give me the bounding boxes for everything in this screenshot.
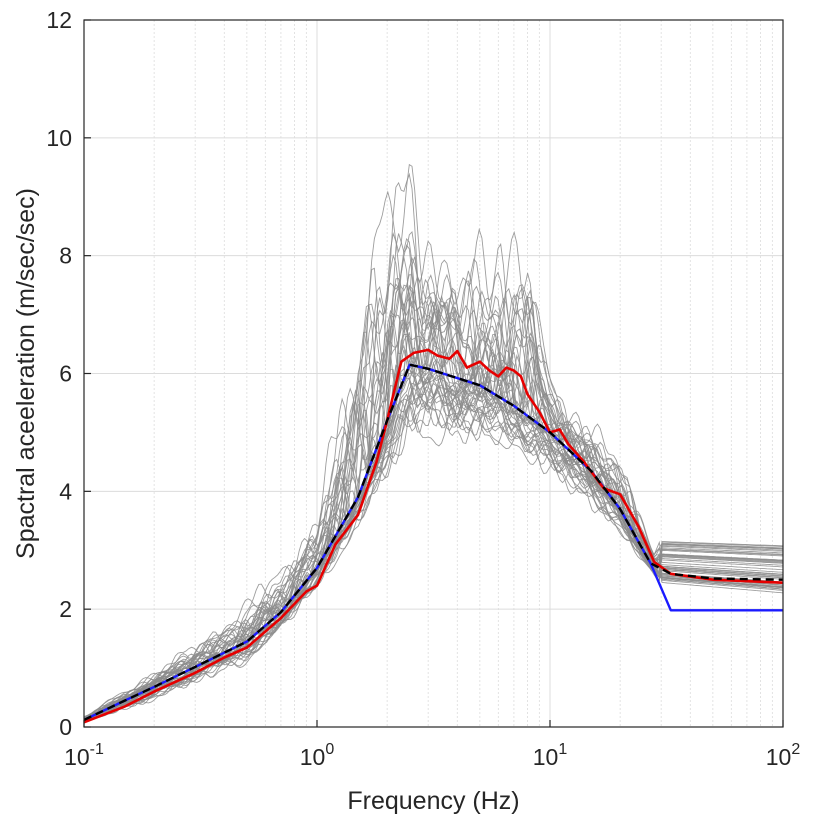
x-tick-label: 100 (300, 741, 335, 770)
record-spectrum-line (83, 374, 784, 722)
series-lines (83, 348, 784, 724)
tick-labels: 0 2 4 6 8 10 12 10-1 100 101 102 (46, 7, 800, 770)
record-spectrum-line (83, 287, 784, 721)
x-axis-title: Frequency (Hz) (347, 787, 519, 815)
y-tick-label: 8 (59, 243, 72, 269)
y-tick-label: 0 (59, 714, 72, 740)
x-tick-label: 101 (533, 741, 568, 770)
y-tick-label: 2 (59, 596, 72, 622)
axes-frame (83, 19, 784, 728)
x-tick-label: 102 (766, 741, 801, 770)
x-tick-label: 10-1 (64, 741, 104, 770)
record-spectrum-line (83, 259, 784, 719)
dashed-spectrum-line (83, 363, 784, 721)
record-spectrum-line (83, 274, 784, 721)
y-tick-label: 12 (46, 7, 72, 33)
y-tick-label: 6 (59, 361, 72, 387)
record-spectrum-line (83, 242, 784, 718)
record-spectrum-line (83, 244, 784, 719)
y-tick-label: 10 (46, 125, 72, 151)
record-spectrum-line (83, 394, 784, 724)
y-tick-label: 4 (59, 478, 72, 504)
y-axis-title: Spactral aceeleration (m/sec/sec) (12, 188, 40, 559)
record-spectrum-line (83, 378, 784, 722)
